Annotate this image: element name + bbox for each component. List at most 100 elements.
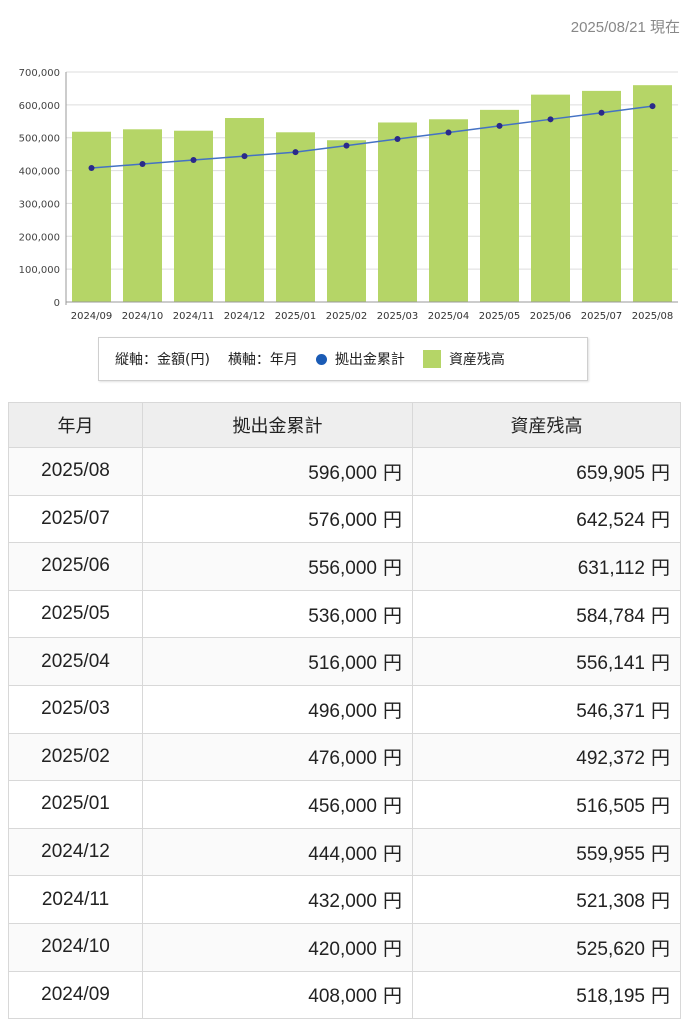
table-row: 2025/02 476,000 円 492,372 円 bbox=[8, 732, 681, 782]
yen-unit: 円 bbox=[382, 604, 402, 627]
contribution-point bbox=[292, 149, 299, 156]
cell-year-month: 2025/03 bbox=[8, 684, 143, 734]
yen-unit: 円 bbox=[382, 652, 402, 675]
legend-line-label: 拠出金累計 bbox=[334, 352, 405, 368]
cell-balance: 518,195 円 bbox=[412, 970, 681, 1020]
table-row: 2024/11 432,000 円 521,308 円 bbox=[8, 875, 681, 924]
cell-contribution: 444,000 円 bbox=[142, 827, 413, 877]
x-tick-label: 2025/03 bbox=[377, 311, 419, 322]
contribution-point bbox=[88, 164, 95, 171]
cell-year-month: 2024/11 bbox=[8, 875, 143, 924]
contribution-point bbox=[496, 122, 503, 129]
cell-year-month: 2024/12 bbox=[8, 827, 143, 877]
y-tick-label: 200,000 bbox=[19, 232, 60, 243]
cell-contribution: 536,000 円 bbox=[142, 589, 413, 639]
yen-unit: 円 bbox=[382, 937, 402, 960]
table-row: 2025/06 556,000 円 631,112 円 bbox=[8, 542, 681, 591]
yen-unit: 円 bbox=[650, 890, 670, 913]
as-of-date: 2025/08/21 現在 bbox=[570, 19, 680, 36]
contribution-value: 596,000 bbox=[308, 462, 377, 484]
y-tick-label: 100,000 bbox=[19, 265, 60, 276]
balance-value: 631,112 bbox=[577, 557, 645, 579]
bar-asset-balance bbox=[480, 109, 519, 302]
x-tick-label: 2025/07 bbox=[581, 311, 623, 322]
contribution-value: 496,000 bbox=[308, 700, 377, 722]
contribution-value: 420,000 bbox=[308, 938, 377, 960]
cell-contribution: 556,000 円 bbox=[142, 542, 413, 591]
bar-asset-balance bbox=[582, 90, 621, 302]
cell-contribution: 496,000 円 bbox=[142, 684, 413, 734]
cell-balance: 631,112 円 bbox=[412, 542, 681, 591]
yen-unit: 円 bbox=[650, 985, 670, 1008]
bar-asset-balance bbox=[276, 132, 315, 302]
bar-asset-balance bbox=[123, 129, 162, 302]
bar-asset-balance bbox=[174, 130, 213, 302]
cell-balance: 521,308 円 bbox=[412, 875, 681, 924]
balance-value: 492,372 bbox=[576, 748, 645, 770]
contribution-point bbox=[445, 129, 452, 136]
cell-contribution: 476,000 円 bbox=[142, 732, 413, 782]
table-row: 2025/07 576,000 円 642,524 円 bbox=[8, 494, 681, 544]
contribution-value: 432,000 bbox=[308, 891, 377, 913]
y-tick-label: 500,000 bbox=[19, 134, 60, 145]
cell-contribution: 432,000 円 bbox=[142, 875, 413, 924]
x-tick-label: 2024/11 bbox=[173, 311, 215, 322]
bar-asset-balance bbox=[429, 119, 468, 302]
cell-year-month: 2024/10 bbox=[8, 922, 143, 972]
cell-balance: 516,505 円 bbox=[412, 780, 681, 829]
bar-asset-balance bbox=[531, 94, 570, 302]
table-row: 2025/08 596,000 円 659,905 円 bbox=[8, 447, 681, 496]
y-tick-label: 0 bbox=[54, 298, 60, 309]
table-row: 2024/10 420,000 円 525,620 円 bbox=[8, 922, 681, 972]
cell-balance: 525,620 円 bbox=[412, 922, 681, 972]
cell-balance: 556,141 円 bbox=[412, 637, 681, 686]
yen-unit: 円 bbox=[650, 652, 670, 675]
x-tick-label: 2024/10 bbox=[122, 311, 164, 322]
cell-year-month: 2025/07 bbox=[8, 494, 143, 544]
table-row: 2025/05 536,000 円 584,784 円 bbox=[8, 589, 681, 639]
yen-unit: 円 bbox=[382, 461, 402, 484]
cell-balance: 546,371 円 bbox=[412, 684, 681, 734]
table-header-row: 年月 拠出金累計 資産残高 bbox=[8, 402, 681, 448]
x-tick-label: 2025/02 bbox=[326, 311, 368, 322]
yen-unit: 円 bbox=[650, 937, 670, 960]
yen-unit: 円 bbox=[650, 556, 670, 579]
x-tick-label: 2025/04 bbox=[428, 311, 470, 322]
chart-legend: 縦軸：金額(円) 横軸：年月 拠出金累計 資産残高 bbox=[98, 337, 588, 381]
contribution-value: 476,000 bbox=[308, 748, 377, 770]
balance-value: 642,524 bbox=[576, 510, 645, 532]
yen-unit: 円 bbox=[650, 794, 670, 817]
yen-unit: 円 bbox=[382, 699, 402, 722]
yen-unit: 円 bbox=[650, 509, 670, 532]
cell-year-month: 2024/09 bbox=[8, 970, 143, 1020]
balance-value: 659,905 bbox=[576, 462, 645, 484]
balance-value: 516,505 bbox=[576, 795, 645, 817]
bar-asset-balance bbox=[633, 85, 672, 302]
table-row: 2025/01 456,000 円 516,505 円 bbox=[8, 780, 681, 829]
cell-year-month: 2025/01 bbox=[8, 780, 143, 829]
yen-unit: 円 bbox=[382, 794, 402, 817]
x-tick-label: 2024/09 bbox=[71, 311, 113, 322]
contribution-point bbox=[241, 153, 248, 160]
table-row: 2024/09 408,000 円 518,195 円 bbox=[8, 970, 681, 1020]
x-tick-label: 2024/12 bbox=[224, 311, 266, 322]
col-header-year-month: 年月 bbox=[8, 402, 143, 448]
contribution-point bbox=[547, 116, 554, 123]
contribution-point bbox=[190, 157, 197, 164]
table-row: 2025/03 496,000 円 546,371 円 bbox=[8, 684, 681, 734]
balance-value: 559,955 bbox=[576, 843, 645, 865]
yen-unit: 円 bbox=[382, 747, 402, 770]
cell-balance: 559,955 円 bbox=[412, 827, 681, 877]
table-row: 2025/04 516,000 円 556,141 円 bbox=[8, 637, 681, 686]
bar-asset-balance bbox=[225, 118, 264, 302]
bar-asset-balance bbox=[378, 122, 417, 302]
bar-asset-balance bbox=[327, 140, 366, 302]
cell-year-month: 2025/04 bbox=[8, 637, 143, 686]
col-header-balance: 資産残高 bbox=[412, 402, 681, 448]
legend-bar-swatch-icon bbox=[422, 350, 441, 368]
y-tick-label: 700,000 bbox=[19, 68, 60, 79]
cell-contribution: 408,000 円 bbox=[142, 970, 413, 1020]
yen-unit: 円 bbox=[382, 509, 402, 532]
contribution-value: 556,000 bbox=[308, 557, 377, 579]
cell-contribution: 420,000 円 bbox=[142, 922, 413, 972]
